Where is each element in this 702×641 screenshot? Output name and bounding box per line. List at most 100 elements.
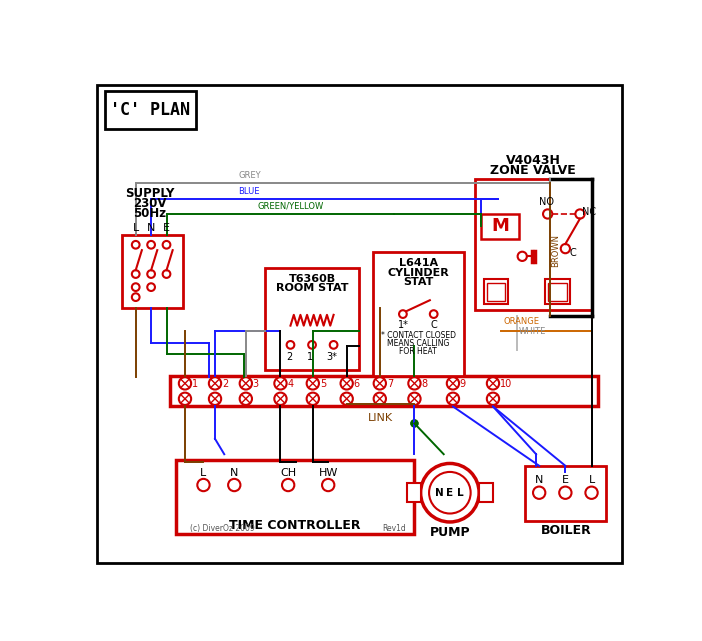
Circle shape — [307, 393, 319, 405]
Text: BOILER: BOILER — [541, 524, 591, 537]
Text: * CONTACT CLOSED: * CONTACT CLOSED — [380, 331, 456, 340]
Text: BLUE: BLUE — [238, 187, 260, 196]
Text: M: M — [491, 217, 509, 235]
Text: N: N — [435, 488, 444, 497]
Circle shape — [430, 310, 437, 318]
Text: Rev1d: Rev1d — [382, 524, 406, 533]
Text: E: E — [163, 223, 170, 233]
Text: SUPPLY: SUPPLY — [125, 187, 174, 201]
Circle shape — [585, 487, 597, 499]
Circle shape — [409, 393, 420, 405]
Text: L: L — [588, 474, 595, 485]
Circle shape — [486, 377, 499, 390]
Text: L641A: L641A — [399, 258, 438, 269]
Circle shape — [179, 377, 191, 390]
Circle shape — [239, 377, 252, 390]
Circle shape — [399, 310, 406, 318]
Text: V4043H: V4043H — [505, 154, 560, 167]
Circle shape — [561, 244, 570, 253]
Circle shape — [163, 241, 171, 249]
Text: T6360B: T6360B — [289, 274, 336, 284]
Circle shape — [274, 377, 286, 390]
Circle shape — [409, 377, 420, 390]
Text: N: N — [535, 474, 543, 485]
Bar — [545, 279, 570, 304]
Circle shape — [340, 377, 353, 390]
Text: LINK: LINK — [368, 413, 393, 422]
Text: MEANS CALLING: MEANS CALLING — [387, 339, 449, 348]
Text: (c) DiverOz 2009: (c) DiverOz 2009 — [190, 524, 254, 533]
Bar — [373, 253, 464, 376]
Circle shape — [286, 341, 294, 349]
Text: GREEN/YELLOW: GREEN/YELLOW — [258, 202, 324, 211]
Text: 1: 1 — [192, 379, 198, 389]
Circle shape — [446, 377, 459, 390]
Bar — [171, 376, 597, 406]
Circle shape — [147, 283, 155, 291]
Circle shape — [209, 377, 221, 390]
Text: 5: 5 — [319, 379, 326, 389]
Text: ZONE VALVE: ZONE VALVE — [490, 164, 576, 178]
Bar — [481, 214, 519, 238]
Text: 3*: 3* — [326, 352, 338, 362]
Circle shape — [274, 393, 286, 405]
Circle shape — [147, 241, 155, 249]
Text: 10: 10 — [500, 379, 512, 389]
Circle shape — [322, 479, 334, 491]
Text: N: N — [147, 223, 155, 233]
Circle shape — [533, 487, 545, 499]
Circle shape — [132, 283, 140, 291]
Text: N: N — [230, 468, 239, 478]
Circle shape — [559, 487, 571, 499]
Bar — [122, 235, 183, 308]
Circle shape — [429, 472, 470, 513]
Circle shape — [132, 294, 140, 301]
Text: 7: 7 — [387, 379, 393, 389]
Bar — [475, 179, 592, 310]
Text: WHITE: WHITE — [519, 326, 547, 335]
Circle shape — [132, 271, 140, 278]
Circle shape — [411, 420, 418, 426]
Circle shape — [209, 393, 221, 405]
Circle shape — [197, 479, 210, 491]
Text: CH: CH — [280, 468, 296, 478]
Text: ROOM STAT: ROOM STAT — [276, 283, 348, 293]
Text: L: L — [133, 223, 139, 233]
Bar — [479, 483, 493, 502]
Circle shape — [446, 393, 459, 405]
Text: 230V: 230V — [133, 197, 166, 210]
Circle shape — [486, 393, 499, 405]
Circle shape — [282, 479, 294, 491]
Text: PUMP: PUMP — [430, 526, 470, 539]
Bar — [525, 466, 606, 521]
Text: 'C' PLAN: 'C' PLAN — [110, 101, 190, 119]
Text: E: E — [446, 488, 453, 497]
Text: 2: 2 — [222, 379, 228, 389]
Circle shape — [239, 393, 252, 405]
Text: 1: 1 — [307, 352, 314, 362]
Text: C: C — [430, 320, 437, 330]
Text: L: L — [457, 488, 464, 497]
Text: GREY: GREY — [238, 171, 260, 180]
Text: L: L — [200, 468, 206, 478]
Text: C: C — [570, 248, 577, 258]
Text: NC: NC — [582, 206, 597, 217]
Circle shape — [373, 377, 386, 390]
Text: 6: 6 — [354, 379, 359, 389]
Circle shape — [543, 210, 552, 219]
Text: NO: NO — [538, 197, 554, 207]
Text: 2: 2 — [286, 352, 292, 362]
Circle shape — [576, 210, 585, 219]
Text: 8: 8 — [421, 379, 428, 389]
Bar — [105, 91, 196, 129]
Circle shape — [147, 271, 155, 278]
Circle shape — [420, 463, 479, 522]
Text: 4: 4 — [287, 379, 293, 389]
Text: 3: 3 — [253, 379, 259, 389]
Text: TIME CONTROLLER: TIME CONTROLLER — [230, 519, 361, 532]
Bar — [484, 279, 508, 304]
Bar — [486, 283, 505, 301]
Text: 50Hz: 50Hz — [133, 208, 166, 221]
Text: HW: HW — [319, 468, 338, 478]
Circle shape — [340, 393, 353, 405]
